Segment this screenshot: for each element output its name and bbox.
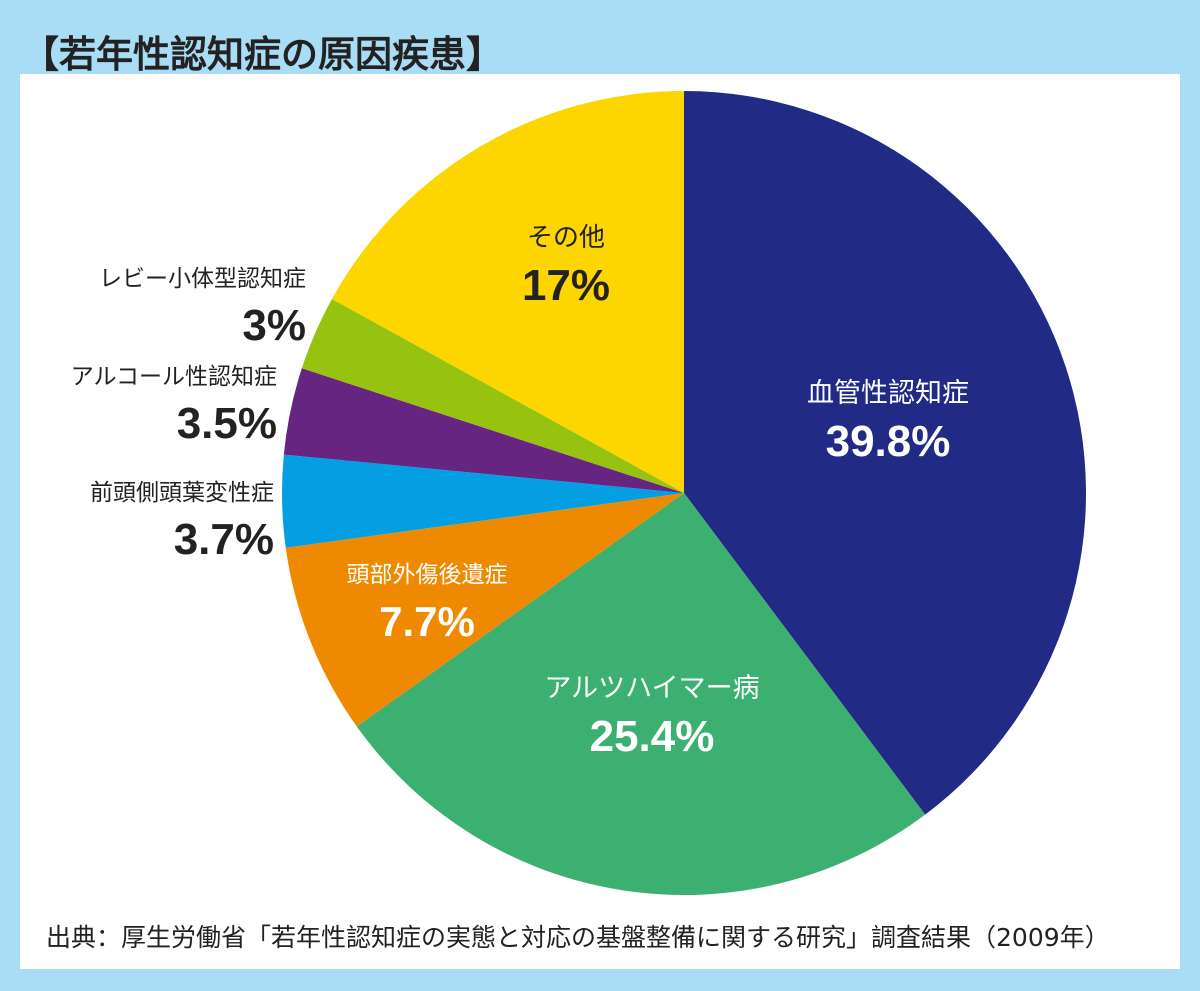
slice-value-label: 7.7% <box>379 598 475 645</box>
slice-label: 前頭側頭葉変性症 <box>90 480 274 506</box>
pie-slice <box>285 493 684 727</box>
slice-label: 頭部外傷後遺症 <box>347 562 508 588</box>
pie-slice <box>331 91 684 493</box>
slice-label: レビー小体型認知症 <box>99 266 306 292</box>
slice-value-label: 3% <box>242 301 306 350</box>
slice-label: アルコール性認知症 <box>71 364 277 390</box>
pie-slice <box>684 91 1086 815</box>
pie-slice <box>283 368 684 493</box>
slice-value-label: 3.7% <box>174 515 274 564</box>
slice-value-label: 39.8% <box>826 417 951 466</box>
chart-title: 【若年性認知症の原因疾患】 <box>22 33 503 76</box>
slice-label: その他 <box>527 223 605 253</box>
slice-value-label: 25.4% <box>590 712 715 761</box>
slice-label: 血管性認知症 <box>807 378 969 409</box>
pie-slice <box>301 298 684 493</box>
pie-labels: 血管性認知症 39.8% アルツハイマー病 25.4% 頭部外傷後遺症 7.7% 前頭側頭葉… <box>71 223 969 761</box>
slice-value-label: 17% <box>522 261 610 310</box>
pie-slice <box>281 454 684 548</box>
slice-label: アルツハイマー病 <box>544 673 759 704</box>
pie-slices <box>281 91 1086 896</box>
slice-value-label: 3.5% <box>177 399 277 448</box>
pie-slice <box>356 493 926 896</box>
source-note: 出典：厚生労働省「若年性認知症の実態と対応の基盤整備に関する研究」調査結果（20… <box>46 923 1110 952</box>
